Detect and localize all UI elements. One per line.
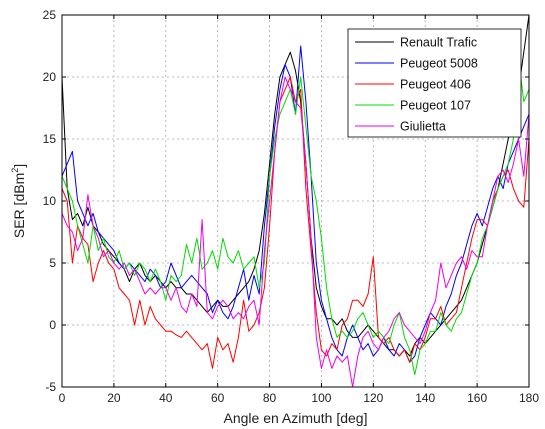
legend-label: Peugeot 406 <box>400 78 471 92</box>
x-tick-label: 20 <box>107 391 121 405</box>
y-axis-label-superscript: 2 <box>10 168 20 173</box>
legend-label: Peugeot 107 <box>400 99 471 113</box>
x-tick-label: 120 <box>363 391 383 405</box>
x-tick-label: 80 <box>263 391 277 405</box>
series-line-giulietta <box>61 76 530 388</box>
x-tick-label: 180 <box>519 391 539 405</box>
legend-label: Peugeot 5008 <box>400 57 478 71</box>
y-tick-label: 25 <box>43 8 57 22</box>
y-axis-label-main: SER [dBm <box>11 173 27 238</box>
legend: Renault Trafic Peugeot 5008 Peugeot 406 Peu… <box>347 28 522 138</box>
y-tick-label: 0 <box>49 318 56 332</box>
y-axis-label-close: ] <box>11 164 27 168</box>
y-tick-label: 15 <box>43 132 57 146</box>
x-tick-label: 40 <box>159 391 173 405</box>
legend-box <box>347 28 522 138</box>
series-line-peugeot-107 <box>61 57 530 376</box>
y-tick-label: -5 <box>45 380 56 394</box>
x-axis-label: Angle en Azimuth [deg] <box>224 410 368 426</box>
y-tick-label: 5 <box>49 256 56 270</box>
series-group <box>61 14 530 388</box>
legend-label: Giulietta <box>400 120 446 134</box>
y-tick-label: 20 <box>43 70 57 84</box>
x-tick-label: 0 <box>59 391 66 405</box>
x-tick-label: 100 <box>311 391 331 405</box>
y-tick-label: 10 <box>43 194 57 208</box>
y-axis-label: SER [dBm2] <box>10 164 27 238</box>
legend-label: Renault Trafic <box>400 36 477 50</box>
x-tick-label: 60 <box>211 391 225 405</box>
x-tick-label: 140 <box>415 391 435 405</box>
x-tick-label: 160 <box>467 391 487 405</box>
